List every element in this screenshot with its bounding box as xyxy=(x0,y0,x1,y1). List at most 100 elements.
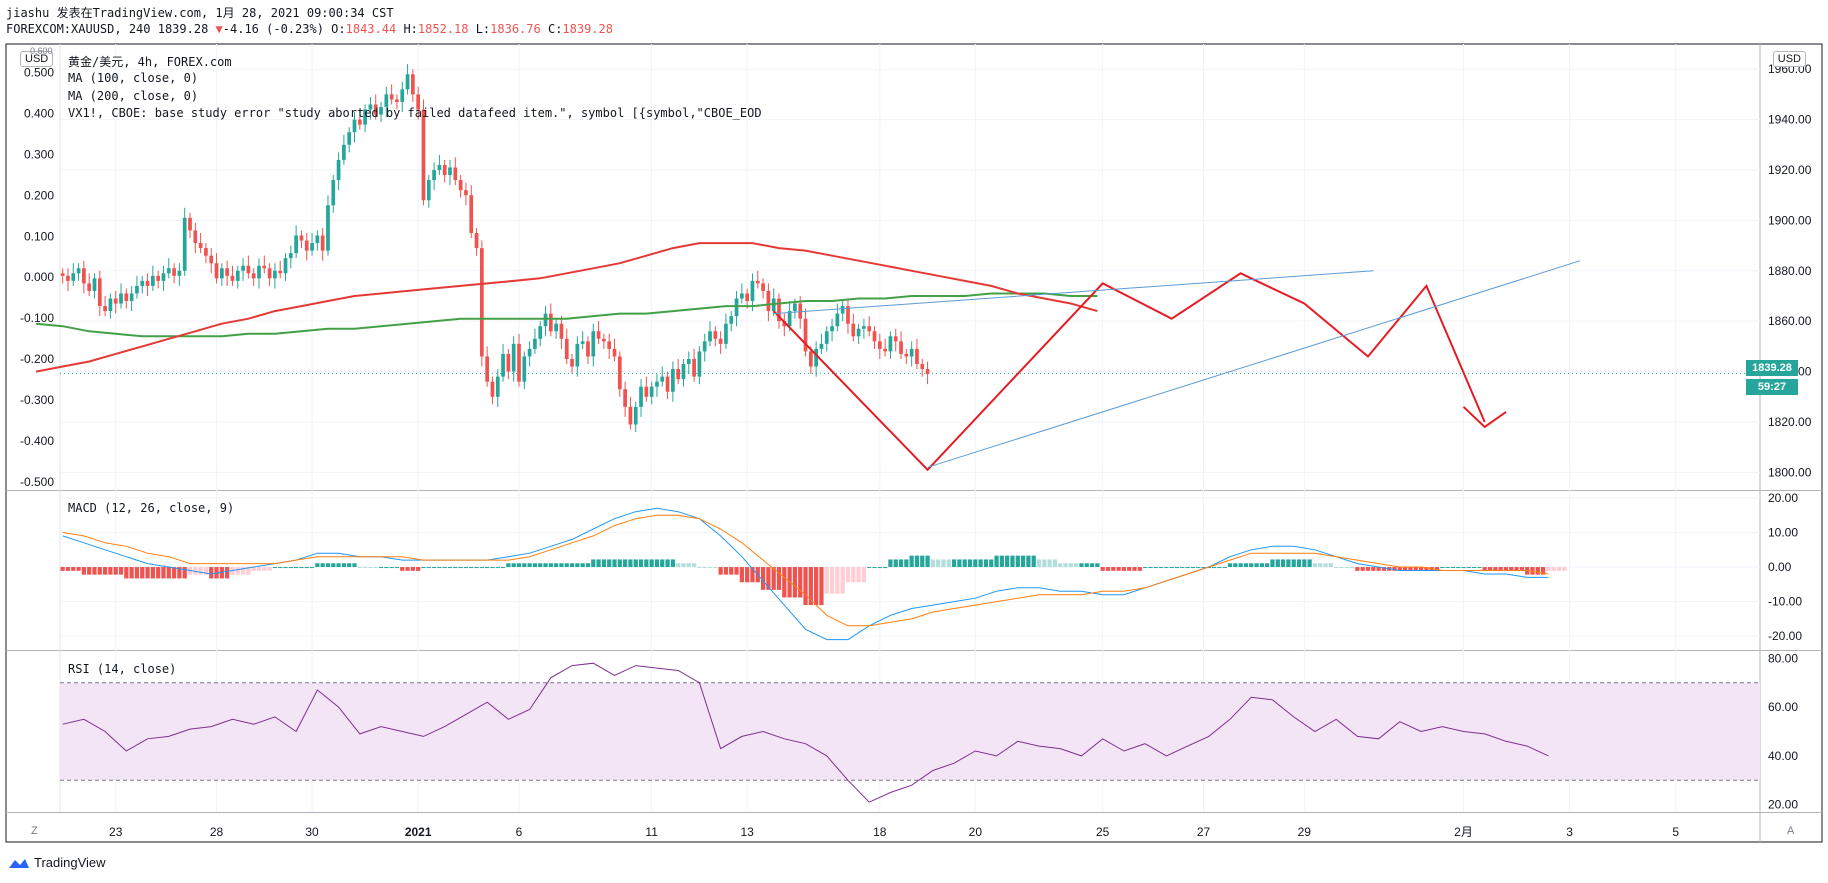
candle-body xyxy=(336,159,341,181)
macd-histogram-bar xyxy=(1222,567,1227,569)
macd-histogram-bar xyxy=(240,567,246,575)
macd-histogram-bar xyxy=(819,567,824,606)
macd-tick-label: 10.00 xyxy=(1768,525,1798,539)
macd-histogram-bar xyxy=(278,567,283,569)
macd-histogram-bar xyxy=(904,559,909,568)
candle-body xyxy=(219,268,224,279)
left-corner-button[interactable]: Z xyxy=(31,825,38,837)
macd-histogram-bar xyxy=(283,567,288,569)
macd-histogram-bar xyxy=(1275,559,1280,568)
signal-line xyxy=(62,514,1549,627)
macd-histogram-bar xyxy=(1355,567,1360,571)
macd-histogram-bar xyxy=(1334,567,1339,569)
candle-body xyxy=(920,364,925,370)
macd-histogram-bar xyxy=(1286,559,1291,568)
macd-histogram-bar xyxy=(713,567,718,569)
macd-histogram-bar xyxy=(750,567,755,583)
candle-body xyxy=(686,358,691,365)
candle-body xyxy=(395,99,399,102)
brand[interactable]: TradingView xyxy=(8,855,106,870)
legend-error: VX1!, CBOE: base study error "study abor… xyxy=(68,106,762,120)
candle-body xyxy=(448,167,452,176)
macd-histogram-bar xyxy=(1392,567,1397,571)
right-corner-button[interactable]: A xyxy=(1787,825,1795,837)
candle-body xyxy=(660,376,665,382)
candle-body xyxy=(506,353,511,372)
macd-histogram-bar xyxy=(676,563,681,568)
macd-histogram-bar xyxy=(1010,555,1015,568)
candle-body xyxy=(87,283,92,291)
macd-histogram-bar xyxy=(124,567,129,579)
down-arrow-icon: ▼ xyxy=(215,22,223,36)
brand-text: TradingView xyxy=(34,855,106,870)
macd-histogram-bar xyxy=(654,559,660,568)
macd-histogram-bar xyxy=(1079,563,1084,568)
candle-body xyxy=(904,353,909,357)
macd-histogram-bar xyxy=(156,567,161,579)
macd-histogram-bar xyxy=(1238,563,1243,568)
macd-histogram-bar xyxy=(294,567,299,569)
macd-histogram-bar xyxy=(368,567,373,569)
candle-body xyxy=(586,341,590,357)
macd-histogram-bar xyxy=(209,567,214,579)
macd-histogram-bar xyxy=(426,567,431,569)
candle-body xyxy=(612,348,617,357)
candle-body xyxy=(257,265,261,279)
macd-histogram-bar xyxy=(1158,567,1164,569)
macd-histogram-bar xyxy=(267,567,272,571)
macd-histogram-bar xyxy=(1047,559,1052,568)
rsi-tick-label: 40.00 xyxy=(1768,749,1798,763)
macd-histogram-bar xyxy=(1036,559,1042,568)
candle-body xyxy=(718,338,723,344)
macd-histogram-bar xyxy=(1201,567,1206,569)
macd-histogram-bar xyxy=(596,559,601,568)
macd-histogram-bar xyxy=(1217,567,1222,569)
close-label: C: xyxy=(547,22,563,36)
macd-histogram-bar xyxy=(442,567,447,569)
macd-histogram-bar xyxy=(225,567,230,579)
macd-histogram-bar xyxy=(1371,567,1376,571)
macd-histogram-bar xyxy=(193,567,198,575)
macd-histogram-bar xyxy=(930,559,936,568)
price-pane xyxy=(35,64,1760,433)
candle-body xyxy=(867,326,872,332)
macd-histogram-bar xyxy=(1535,567,1540,575)
macd-histogram-bar xyxy=(1509,567,1514,571)
macd-histogram-bar xyxy=(946,559,951,568)
macd-histogram-bar xyxy=(495,567,500,569)
drawings xyxy=(772,260,1581,472)
macd-histogram-bar xyxy=(861,567,867,583)
candle-body xyxy=(734,298,739,317)
macd-histogram-bar xyxy=(569,563,575,568)
macd-histogram-bar xyxy=(235,567,240,575)
macd-histogram-bar xyxy=(575,563,580,568)
macd-histogram-bar xyxy=(65,567,71,571)
macd-histogram-bar xyxy=(1403,567,1408,571)
macd-histogram-bar xyxy=(527,563,532,568)
left-currency-badge[interactable]: USD xyxy=(20,51,54,67)
macd-histogram-bar xyxy=(1153,567,1158,569)
macd-histogram-bar xyxy=(1254,563,1259,568)
rsi-line xyxy=(62,662,1549,803)
macd-histogram-bar xyxy=(840,567,845,594)
candle-body xyxy=(225,268,230,276)
ma100-line xyxy=(36,292,1098,338)
macd-histogram-bar xyxy=(1249,563,1254,568)
candle-body xyxy=(103,306,107,312)
candle-body xyxy=(479,248,484,357)
macd-histogram-bar xyxy=(76,567,81,571)
candle-body xyxy=(777,298,781,322)
candle-body xyxy=(570,358,574,367)
macd-histogram-bar xyxy=(140,567,145,579)
macd-histogram-bar xyxy=(792,567,798,598)
candle-body xyxy=(246,265,251,274)
right-currency-badge[interactable]: USD xyxy=(1772,51,1806,67)
candle-body xyxy=(453,167,458,181)
candle-body xyxy=(426,180,431,201)
macd-histogram-bar xyxy=(1450,567,1456,569)
candle-body xyxy=(533,338,537,349)
candle-body xyxy=(198,243,203,249)
legend-title: 黄金/美元, 4h, FOREX.com xyxy=(68,55,232,69)
macd-histogram-bar xyxy=(1323,563,1328,568)
